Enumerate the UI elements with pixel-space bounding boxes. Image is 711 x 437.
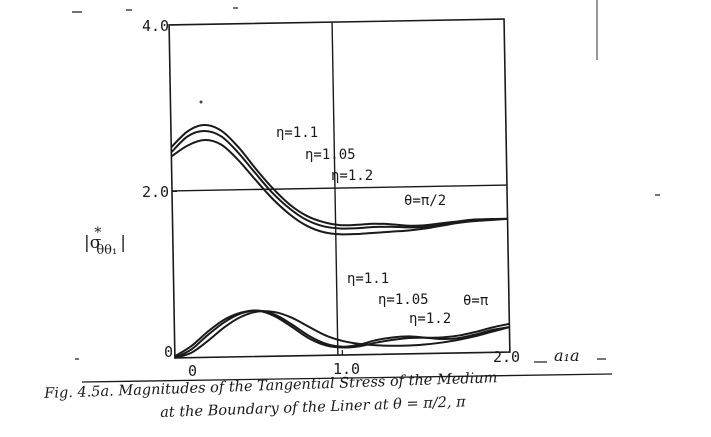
y-axis-label-main: |σ <box>84 233 102 253</box>
series-line <box>170 139 508 236</box>
tick-layer <box>169 24 511 359</box>
y-tick-label: 2.0 <box>142 183 169 201</box>
plot-area <box>169 22 511 359</box>
x-tick-label: 1.0 <box>333 360 360 378</box>
scan-mark <box>199 100 203 104</box>
x-axis-label: a₁a <box>554 346 580 365</box>
caption-rule <box>81 373 613 383</box>
y-axis-label-sup: * <box>94 225 101 241</box>
grid-line-horizontal <box>171 184 507 192</box>
y-tick-label: 0 <box>164 343 173 361</box>
series-annotation: η=1.1 <box>347 271 389 287</box>
group-annotation: θ=π <box>463 293 489 309</box>
series-line <box>174 310 510 359</box>
series-line <box>174 309 510 358</box>
series-annotation: η=1.1 <box>276 125 318 141</box>
y-axis-label-sub: θθ₁ <box>96 243 117 258</box>
series-annotation: η=1.2 <box>331 168 373 184</box>
x-tick-label: 2.0 <box>493 348 520 366</box>
series-annotation: η=1.2 <box>409 311 451 327</box>
group-annotation: θ=π/2 <box>404 193 446 209</box>
y-tick-label: 4.0 <box>142 17 169 35</box>
x-tick-label: 0 <box>188 362 197 380</box>
y-axis-label: |σ* θθ₁ | <box>84 225 126 258</box>
series-layer <box>170 124 510 359</box>
series-annotation: η=1.05 <box>305 147 356 163</box>
y-axis-label-end: | <box>120 233 126 253</box>
series-annotation: η=1.05 <box>378 292 429 308</box>
